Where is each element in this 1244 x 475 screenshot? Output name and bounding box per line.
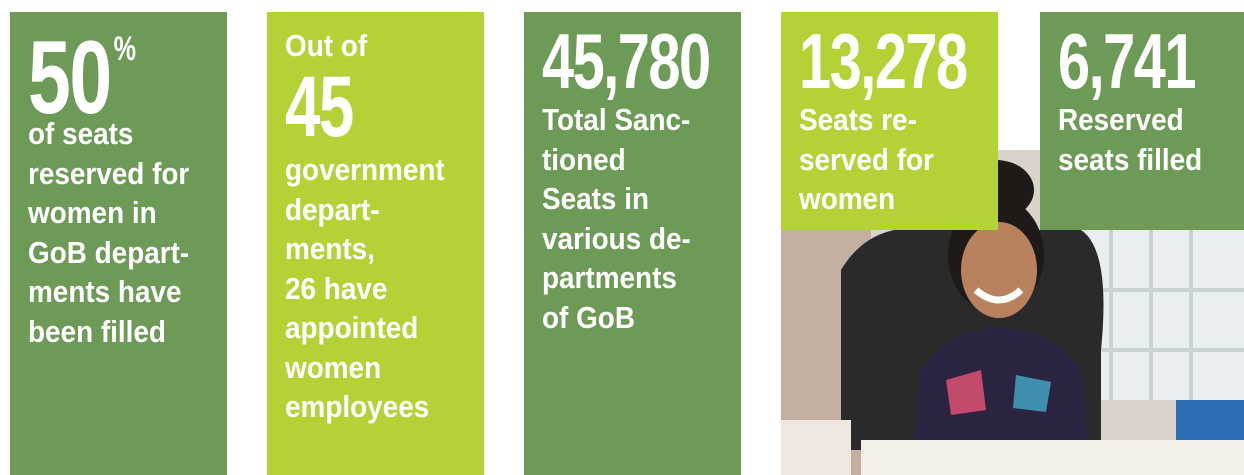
text-line: ments,	[285, 229, 464, 269]
text-line: depart-	[285, 190, 464, 230]
text-line: Seats in	[542, 179, 721, 219]
unit: %	[114, 30, 135, 68]
text-line: government	[285, 150, 464, 190]
text-line: partments	[542, 258, 721, 298]
stat-number: 45,780	[542, 22, 689, 100]
text-line: Seats re-	[799, 100, 978, 140]
text-line: been filled	[28, 312, 207, 352]
text-line: reserved for	[28, 154, 207, 194]
text-line: Total Sanc-	[542, 100, 721, 140]
text-line: women	[799, 179, 978, 219]
text-line: of GoB	[542, 298, 721, 338]
stat-number: 13,278	[799, 22, 946, 100]
text-line: tioned	[542, 140, 721, 180]
stat-number: 6,741	[1058, 22, 1196, 100]
text-line: 26 have	[285, 269, 464, 309]
text-line: of seats	[28, 114, 207, 154]
text-line: women	[285, 348, 464, 388]
stat-number: 50%	[28, 26, 175, 114]
text-line: GoB depart-	[28, 233, 207, 273]
stat-number: 45	[285, 64, 432, 150]
text-line: women in	[28, 193, 207, 233]
page: 50% of seatsreserved forwomen inGoB depa…	[0, 0, 1244, 475]
text-line: various de-	[542, 219, 721, 259]
text-line: employees	[285, 387, 464, 427]
text-line: ments have	[28, 272, 207, 312]
text-line: Reserved	[1058, 100, 1225, 140]
text-line: appointed	[285, 308, 464, 348]
text-line: seats filled	[1058, 140, 1225, 180]
text-line: served for	[799, 140, 978, 180]
